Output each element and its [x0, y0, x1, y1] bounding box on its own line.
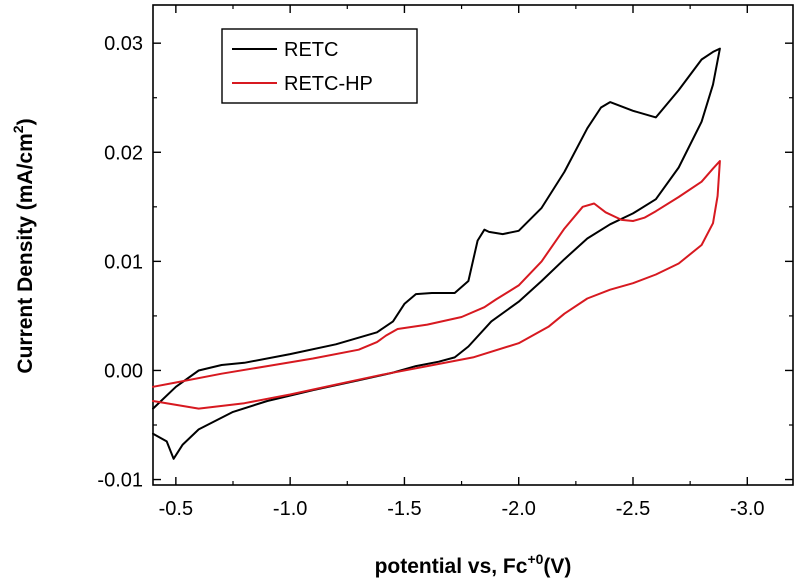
y-tick-label: 0.00 — [104, 360, 143, 382]
x-axis-title-superscript: +0 — [527, 551, 543, 567]
x-tick-label: -2.5 — [616, 498, 650, 520]
legend: RETC RETC-HP — [221, 28, 418, 104]
y-tick-label: 0.03 — [104, 33, 143, 55]
data-series — [152, 47, 721, 460]
y-tick-label: -0.01 — [97, 470, 143, 492]
x-axis-title-unit: (V) — [543, 555, 571, 578]
legend-label-retc: RETC — [284, 39, 338, 61]
y-axis-title-superscript: 2 — [10, 125, 26, 133]
y-tick-label: 0.01 — [104, 251, 143, 273]
x-tick-label: -2.0 — [501, 498, 535, 520]
x-tick-label: -3.0 — [730, 498, 764, 520]
x-tick-label: -1.5 — [387, 498, 421, 520]
x-tick-label: -1.0 — [273, 498, 307, 520]
y-tick-label: 0.02 — [104, 142, 143, 164]
x-axis-title-main: potential vs, Fc — [375, 555, 528, 578]
y-axis-title: Current Density (mA/cm2) — [10, 118, 37, 373]
y-axis-title-main: Current Density (mA/cm — [14, 133, 37, 373]
x-axis-title: potential vs, Fc+0(V) — [375, 551, 572, 578]
x-tick-label: -0.5 — [159, 498, 193, 520]
legend-label-retc-hp: RETC-HP — [284, 73, 373, 95]
legend-box — [221, 28, 418, 104]
series-line-retc-hp — [152, 160, 721, 410]
y-axis-title-close: ) — [14, 118, 37, 125]
axis-ticks: -0.5 -1.0 -1.5 -2.0 -2.5 -3.0 -0.01 0.00 0.01 0.0… — [97, 5, 793, 520]
